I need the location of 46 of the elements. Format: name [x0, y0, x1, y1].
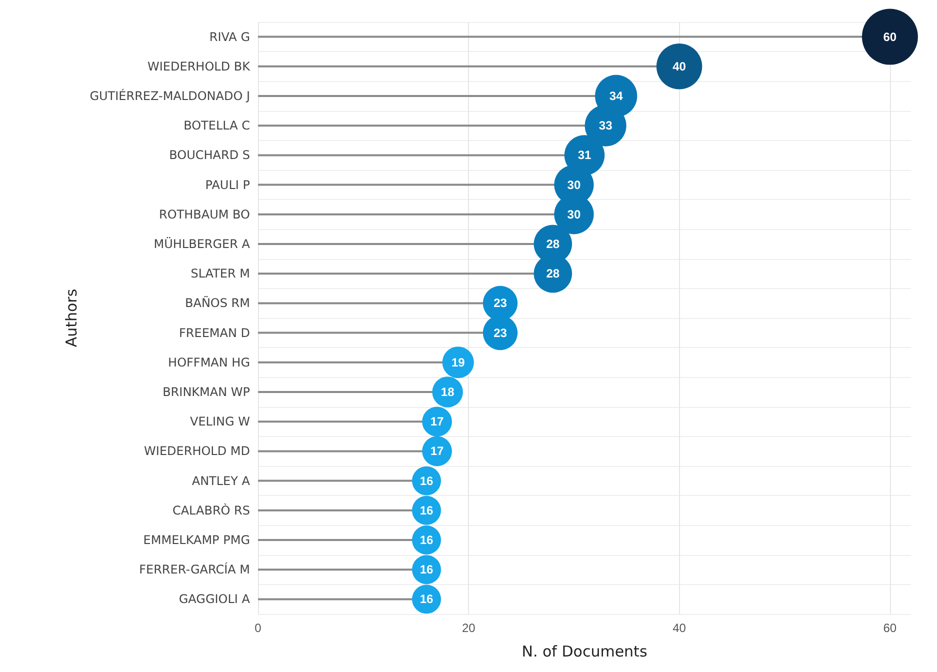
data-label: 28	[546, 266, 560, 281]
y-tick-label: RIVA G	[209, 30, 250, 44]
x-tick-label: 20	[462, 621, 476, 635]
data-label: 23	[494, 296, 508, 310]
data-label: 30	[567, 178, 581, 192]
y-tick-label: GUTIÉRREZ-MALDONADO J	[90, 88, 250, 103]
y-tick-label: MÜHLBERGER A	[154, 237, 251, 251]
y-tick-label: ROTHBAUM BO	[159, 207, 250, 222]
data-label: 16	[420, 592, 434, 606]
y-tick-label: ANTLEY A	[192, 474, 251, 488]
y-tick-label: SLATER M	[190, 266, 250, 281]
data-label: 34	[609, 89, 624, 103]
y-tick-label: WIEDERHOLD MD	[144, 444, 250, 458]
data-label: 16	[420, 562, 434, 577]
data-label: 17	[430, 414, 444, 429]
y-tick-label: BRINKMAN WP	[162, 385, 250, 399]
y-tick-label: HOFFMAN HG	[168, 355, 250, 370]
x-tick-label: 0	[254, 621, 262, 635]
data-label: 17	[430, 444, 444, 458]
y-axis-title: Authors	[62, 288, 80, 348]
data-label: 31	[578, 148, 592, 162]
data-label: 19	[451, 355, 466, 370]
data-label: 16	[420, 533, 434, 547]
data-label: 60	[883, 30, 897, 44]
y-tick-label: WIEDERHOLD BK	[148, 59, 252, 74]
y-tick-label: FREEMAN D	[179, 326, 250, 340]
data-label: 16	[420, 503, 434, 518]
y-tick-label: BOTELLA C	[184, 118, 250, 133]
y-tick-label: VELING W	[190, 414, 250, 429]
y-tick-label: FERRER-GARCÍA M	[139, 562, 250, 577]
data-label: 30	[567, 207, 581, 222]
x-tick-label: 60	[883, 621, 897, 635]
data-label: 28	[546, 237, 560, 251]
data-label: 33	[598, 118, 613, 133]
y-tick-label: CALABRÒ RS	[172, 502, 250, 518]
data-label: 16	[420, 474, 434, 488]
y-tick-label: EMMELKAMP PMG	[143, 533, 250, 547]
y-tick-label: BOUCHARD S	[169, 148, 250, 162]
y-tick-label: PAULI P	[205, 178, 250, 192]
y-tick-label: BAÑOS RM	[185, 295, 250, 310]
data-label: 40	[672, 59, 686, 74]
data-label: 18	[440, 385, 455, 399]
x-tick-label: 40	[672, 621, 686, 635]
x-axis-title: N. of Documents	[522, 642, 648, 660]
y-tick-label: GAGGIOLI A	[178, 592, 251, 606]
data-label: 23	[494, 326, 508, 340]
